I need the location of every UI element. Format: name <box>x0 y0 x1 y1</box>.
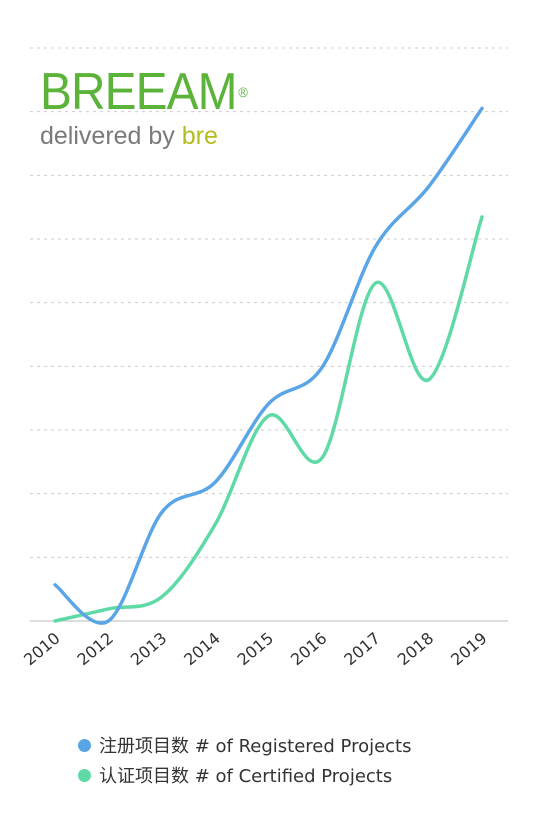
x-tick-labels: 2010 2012 2013 2014 2015 2016 2017 2018 2019 <box>20 629 490 670</box>
logo-tagline-text: delivered by <box>40 122 175 150</box>
gridlines <box>30 47 508 558</box>
series-layer <box>53 106 484 625</box>
logo-brand-text: BREEAM ® <box>40 63 248 121</box>
x-tick-label: 2014 <box>180 629 223 670</box>
x-tick-label: 2012 <box>74 629 117 670</box>
chart-legend: 注册项目数 # of Registered Projects 认证项目数 # o… <box>78 730 412 790</box>
logo-tagline: delivered by bre <box>40 122 265 150</box>
breeam-logo: BREEAM ® delivered by bre <box>40 66 265 150</box>
logo-brand: BREEAM <box>40 63 237 121</box>
legend-marker-registered <box>78 738 91 752</box>
x-tick-label: 2018 <box>394 629 437 670</box>
legend-item-registered: 注册项目数 # of Registered Projects <box>78 730 412 760</box>
x-tick-label: 2019 <box>447 629 490 670</box>
series-line-certified <box>53 215 484 623</box>
legend-label-registered: 注册项目数 # of Registered Projects <box>99 736 412 757</box>
legend-item-certified: 认证项目数 # of Certified Projects <box>78 760 412 790</box>
x-tick-label: 2013 <box>127 629 170 670</box>
x-tick-label: 2010 <box>20 629 63 670</box>
x-tick-label: 2017 <box>340 629 383 670</box>
legend-label-certified: 认证项目数 # of Certified Projects <box>99 766 393 787</box>
line-chart: 2010 2012 2013 2014 2015 2016 2017 2018 2019 <box>20 47 508 670</box>
x-tick-label: 2016 <box>287 629 330 670</box>
logo-tagline-brand: bre <box>181 122 218 150</box>
logo-registered-mark: ® <box>238 84 248 100</box>
series-line-registered <box>53 106 484 625</box>
x-tick-label: 2015 <box>234 629 277 670</box>
legend-marker-certified <box>78 768 91 782</box>
